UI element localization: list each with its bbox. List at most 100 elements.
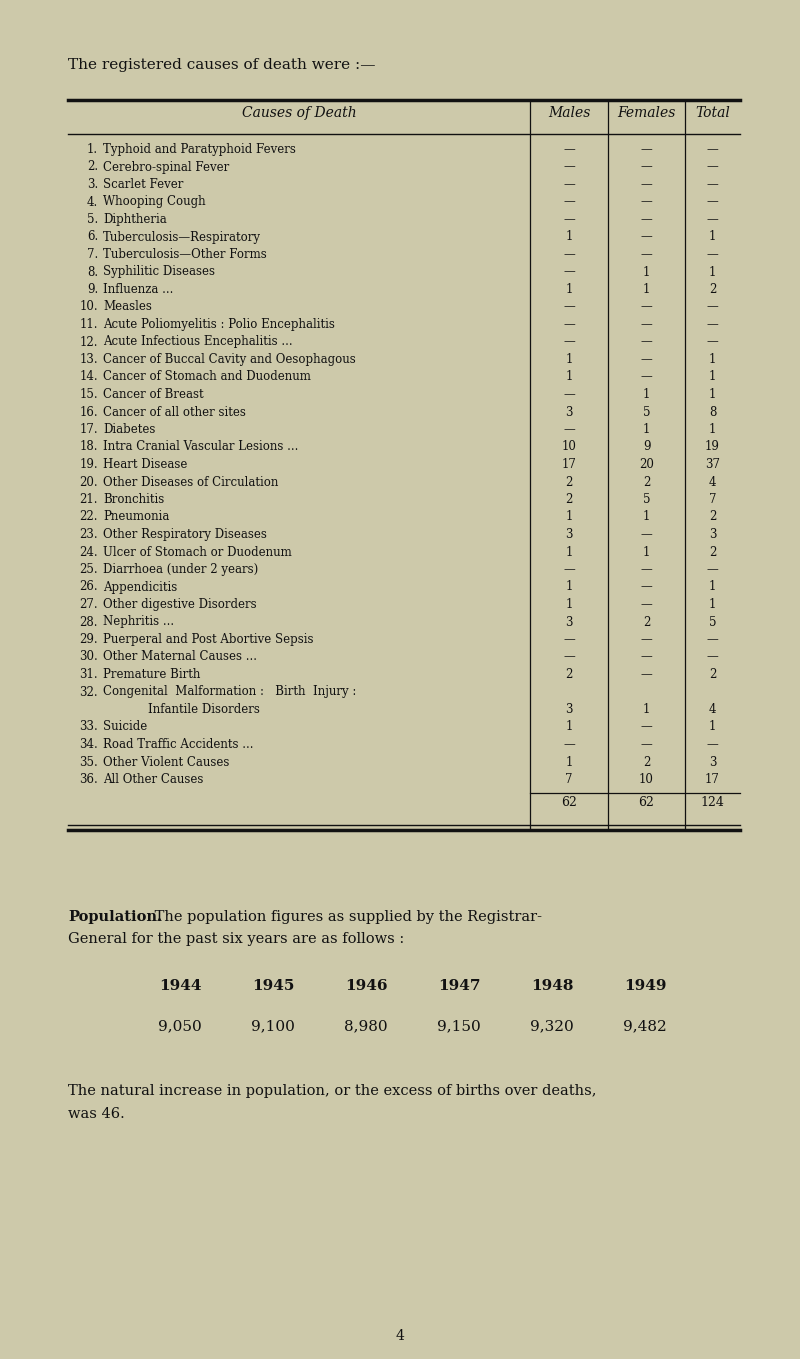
Text: Other Violent Causes: Other Violent Causes <box>103 756 230 768</box>
Text: 1945: 1945 <box>252 980 294 993</box>
Text: General for the past six years are as follows :: General for the past six years are as fo… <box>68 931 404 946</box>
Text: —: — <box>641 371 652 383</box>
Text: 13.: 13. <box>79 353 98 366</box>
Text: 1: 1 <box>709 720 716 734</box>
Text: Suicide: Suicide <box>103 720 147 734</box>
Text: 10: 10 <box>639 773 654 786</box>
Text: 9,482: 9,482 <box>623 1019 667 1033</box>
Text: 1: 1 <box>643 423 650 436</box>
Text: Nephritis ...: Nephritis ... <box>103 616 174 628</box>
Text: 2: 2 <box>643 616 650 628</box>
Text: 1: 1 <box>643 703 650 716</box>
Text: 1: 1 <box>566 231 573 243</box>
Text: —: — <box>563 738 575 752</box>
Text: The registered causes of death were :—: The registered causes of death were :— <box>68 58 375 72</box>
Text: 2: 2 <box>643 756 650 768</box>
Text: Infantile Disorders: Infantile Disorders <box>103 703 260 716</box>
Text: —: — <box>706 178 718 192</box>
Text: 1: 1 <box>566 371 573 383</box>
Text: Typhoid and Paratyphoid Fevers: Typhoid and Paratyphoid Fevers <box>103 143 296 156</box>
Text: —: — <box>563 318 575 332</box>
Text: 14.: 14. <box>79 371 98 383</box>
Text: 1946: 1946 <box>345 980 387 993</box>
Text: —: — <box>563 633 575 646</box>
Text: —: — <box>706 563 718 576</box>
Text: Tuberculosis—Respiratory: Tuberculosis—Respiratory <box>103 231 261 243</box>
Text: 3: 3 <box>566 616 573 628</box>
Text: 1: 1 <box>709 231 716 243</box>
Text: 5: 5 <box>642 405 650 419</box>
Text: —: — <box>641 353 652 366</box>
Text: 35.: 35. <box>79 756 98 768</box>
Text: Intra Cranial Vascular Lesions ...: Intra Cranial Vascular Lesions ... <box>103 440 298 454</box>
Text: Appendicitis: Appendicitis <box>103 580 178 594</box>
Text: —: — <box>641 720 652 734</box>
Text: was 46.: was 46. <box>68 1106 125 1121</box>
Text: 1: 1 <box>566 511 573 523</box>
Text: —: — <box>641 247 652 261</box>
Text: 3.: 3. <box>86 178 98 192</box>
Text: 6.: 6. <box>86 231 98 243</box>
Text: 36.: 36. <box>79 773 98 786</box>
Text: Pneumonia: Pneumonia <box>103 511 170 523</box>
Text: Tuberculosis—Other Forms: Tuberculosis—Other Forms <box>103 247 266 261</box>
Text: —: — <box>706 143 718 156</box>
Text: 1.: 1. <box>87 143 98 156</box>
Text: —: — <box>563 651 575 663</box>
Text: 23.: 23. <box>79 529 98 541</box>
Text: 3: 3 <box>566 405 573 419</box>
Text: All Other Causes: All Other Causes <box>103 773 203 786</box>
Text: —: — <box>641 529 652 541</box>
Text: 4: 4 <box>709 703 716 716</box>
Text: 62: 62 <box>561 796 577 810</box>
Text: 9,320: 9,320 <box>530 1019 574 1033</box>
Text: 17.: 17. <box>79 423 98 436</box>
Text: Syphilitic Diseases: Syphilitic Diseases <box>103 265 215 279</box>
Text: Acute Infectious Encephalitis ...: Acute Infectious Encephalitis ... <box>103 336 293 348</box>
Text: 1944: 1944 <box>158 980 202 993</box>
Text: Premature Birth: Premature Birth <box>103 669 200 681</box>
Text: —: — <box>706 247 718 261</box>
Text: 5.: 5. <box>86 213 98 226</box>
Text: 20: 20 <box>639 458 654 472</box>
Text: —: — <box>563 563 575 576</box>
Text: 1: 1 <box>643 283 650 296</box>
Text: —: — <box>563 143 575 156</box>
Text: —: — <box>563 423 575 436</box>
Text: Other Respiratory Diseases: Other Respiratory Diseases <box>103 529 267 541</box>
Text: 1: 1 <box>566 353 573 366</box>
Text: 11.: 11. <box>79 318 98 332</box>
Text: —: — <box>563 213 575 226</box>
Text: —: — <box>641 633 652 646</box>
Text: 37: 37 <box>705 458 720 472</box>
Text: 34.: 34. <box>79 738 98 752</box>
Text: 20.: 20. <box>79 476 98 488</box>
Text: 2: 2 <box>709 283 716 296</box>
Text: The population figures as supplied by the Registrar-: The population figures as supplied by th… <box>150 909 542 924</box>
Text: 2: 2 <box>566 669 573 681</box>
Text: Road Traffic Accidents ...: Road Traffic Accidents ... <box>103 738 254 752</box>
Text: 1: 1 <box>709 353 716 366</box>
Text: 9: 9 <box>642 440 650 454</box>
Text: —: — <box>641 300 652 314</box>
Text: 1948: 1948 <box>530 980 574 993</box>
Text: 1: 1 <box>566 598 573 612</box>
Text: 1: 1 <box>643 389 650 401</box>
Text: 12.: 12. <box>79 336 98 348</box>
Text: —: — <box>563 160 575 174</box>
Text: —: — <box>641 580 652 594</box>
Text: 19.: 19. <box>79 458 98 472</box>
Text: 1: 1 <box>709 580 716 594</box>
Text: 30.: 30. <box>79 651 98 663</box>
Text: 21.: 21. <box>79 493 98 506</box>
Text: —: — <box>706 160 718 174</box>
Text: Cancer of Stomach and Duodenum: Cancer of Stomach and Duodenum <box>103 371 311 383</box>
Text: —: — <box>706 300 718 314</box>
Text: 2: 2 <box>566 493 573 506</box>
Text: 32.: 32. <box>79 685 98 699</box>
Text: 1: 1 <box>709 371 716 383</box>
Text: —: — <box>641 231 652 243</box>
Text: 33.: 33. <box>79 720 98 734</box>
Text: 26.: 26. <box>79 580 98 594</box>
Text: 2: 2 <box>643 476 650 488</box>
